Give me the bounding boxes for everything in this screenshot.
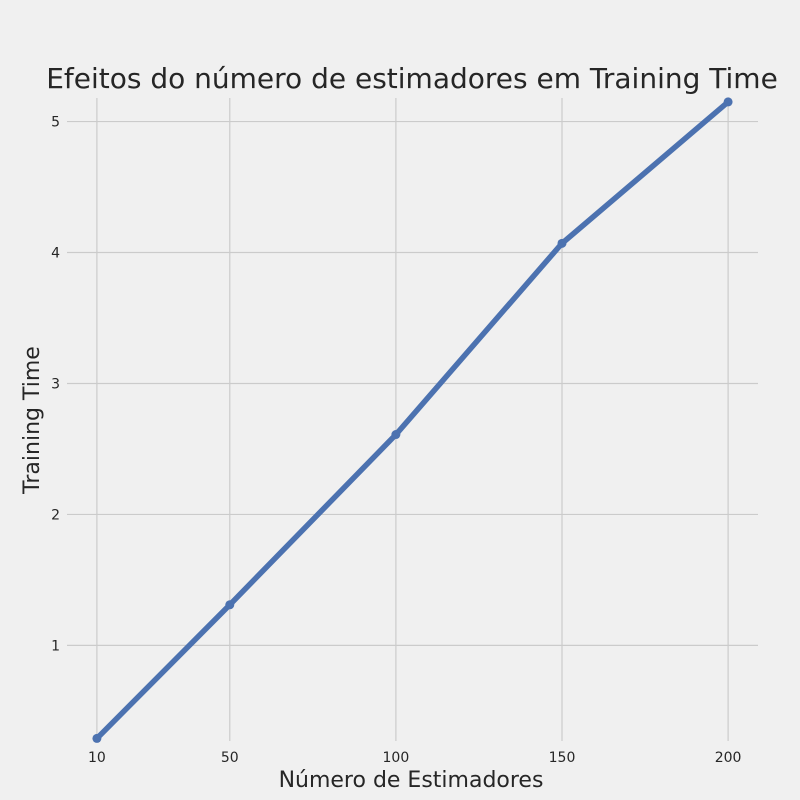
x-tick-label: 50 xyxy=(221,750,239,766)
data-point xyxy=(391,430,401,440)
x-tick-label: 200 xyxy=(715,750,742,766)
chart-title: Efeitos do número de estimadores em Trai… xyxy=(46,62,778,95)
y-tick-labels: 1 2 3 4 5 xyxy=(51,115,60,655)
data-point xyxy=(225,600,235,610)
data-point xyxy=(92,733,102,743)
series-group xyxy=(92,97,733,743)
y-grid xyxy=(67,120,758,647)
x-tick-label: 150 xyxy=(549,750,576,766)
y-tick-label: 3 xyxy=(51,376,60,392)
y-tick-label: 1 xyxy=(51,638,60,654)
y-tick-label: 4 xyxy=(51,246,60,262)
y-tick-label: 2 xyxy=(51,507,60,523)
series-line xyxy=(94,99,731,742)
x-tick-label: 10 xyxy=(88,750,106,766)
y-tick-label: 5 xyxy=(51,115,60,131)
x-grid xyxy=(96,98,729,741)
y-axis-label: Training Time xyxy=(20,346,45,495)
x-axis-label: Número de Estimadores xyxy=(279,768,544,793)
x-tick-labels: 10 50 100 150 200 xyxy=(88,750,741,766)
data-point xyxy=(557,238,567,248)
x-tick-label: 100 xyxy=(383,750,410,766)
data-point xyxy=(723,97,733,107)
